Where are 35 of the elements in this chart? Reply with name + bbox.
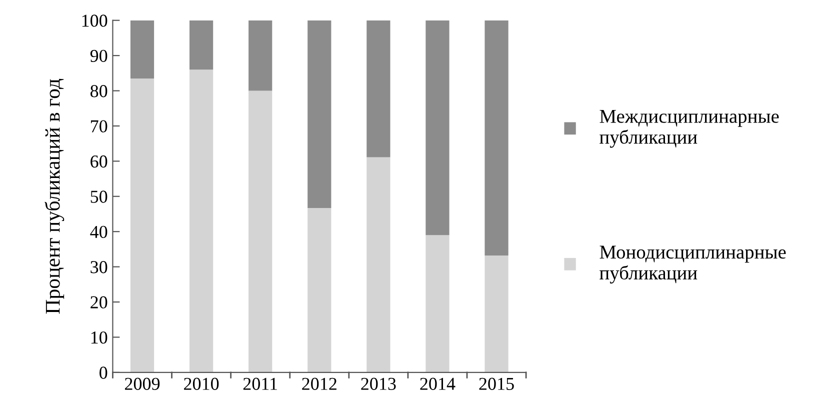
x-tick-label: 2013 <box>361 378 396 390</box>
y-tick-label: 70 <box>91 120 108 132</box>
y-tick-label: 100 <box>82 14 108 27</box>
legend-label: Междисциплинарные публикации <box>600 110 779 148</box>
bar <box>308 20 332 208</box>
bar <box>484 20 508 256</box>
x-tick-label: 2014 <box>420 378 456 390</box>
x-tick-label: 2009 <box>124 378 160 390</box>
y-tick-label: 40 <box>90 226 108 238</box>
bar <box>248 90 272 372</box>
bar <box>366 20 390 158</box>
y-tick-label: 10 <box>91 331 108 344</box>
bar <box>130 20 154 78</box>
bar <box>308 208 332 372</box>
y-tick-label: 60 <box>90 155 108 168</box>
bar <box>426 235 450 372</box>
bar <box>426 20 450 236</box>
bar <box>189 20 214 70</box>
x-tick-label: 2011 <box>243 378 277 390</box>
y-tick-label: 0 <box>100 366 108 379</box>
bar <box>189 70 214 372</box>
y-tick-label: 80 <box>90 85 108 98</box>
y-tick-label: 20 <box>90 296 108 308</box>
y-axis-title: Процент публикаций в год <box>44 78 64 314</box>
bar <box>366 157 390 372</box>
x-tick-label: 2010 <box>184 378 219 390</box>
y-tick-label: 90 <box>90 50 108 62</box>
y-tick-label: 50 <box>90 190 108 203</box>
x-tick-label: 2012 <box>302 378 336 390</box>
bar <box>248 20 272 91</box>
bar <box>130 78 154 372</box>
y-tick-label: 30 <box>90 261 108 274</box>
legend-label: Монодисциплинарные публикации <box>600 246 786 284</box>
x-tick-label: 2015 <box>479 378 514 390</box>
bar <box>484 256 508 372</box>
